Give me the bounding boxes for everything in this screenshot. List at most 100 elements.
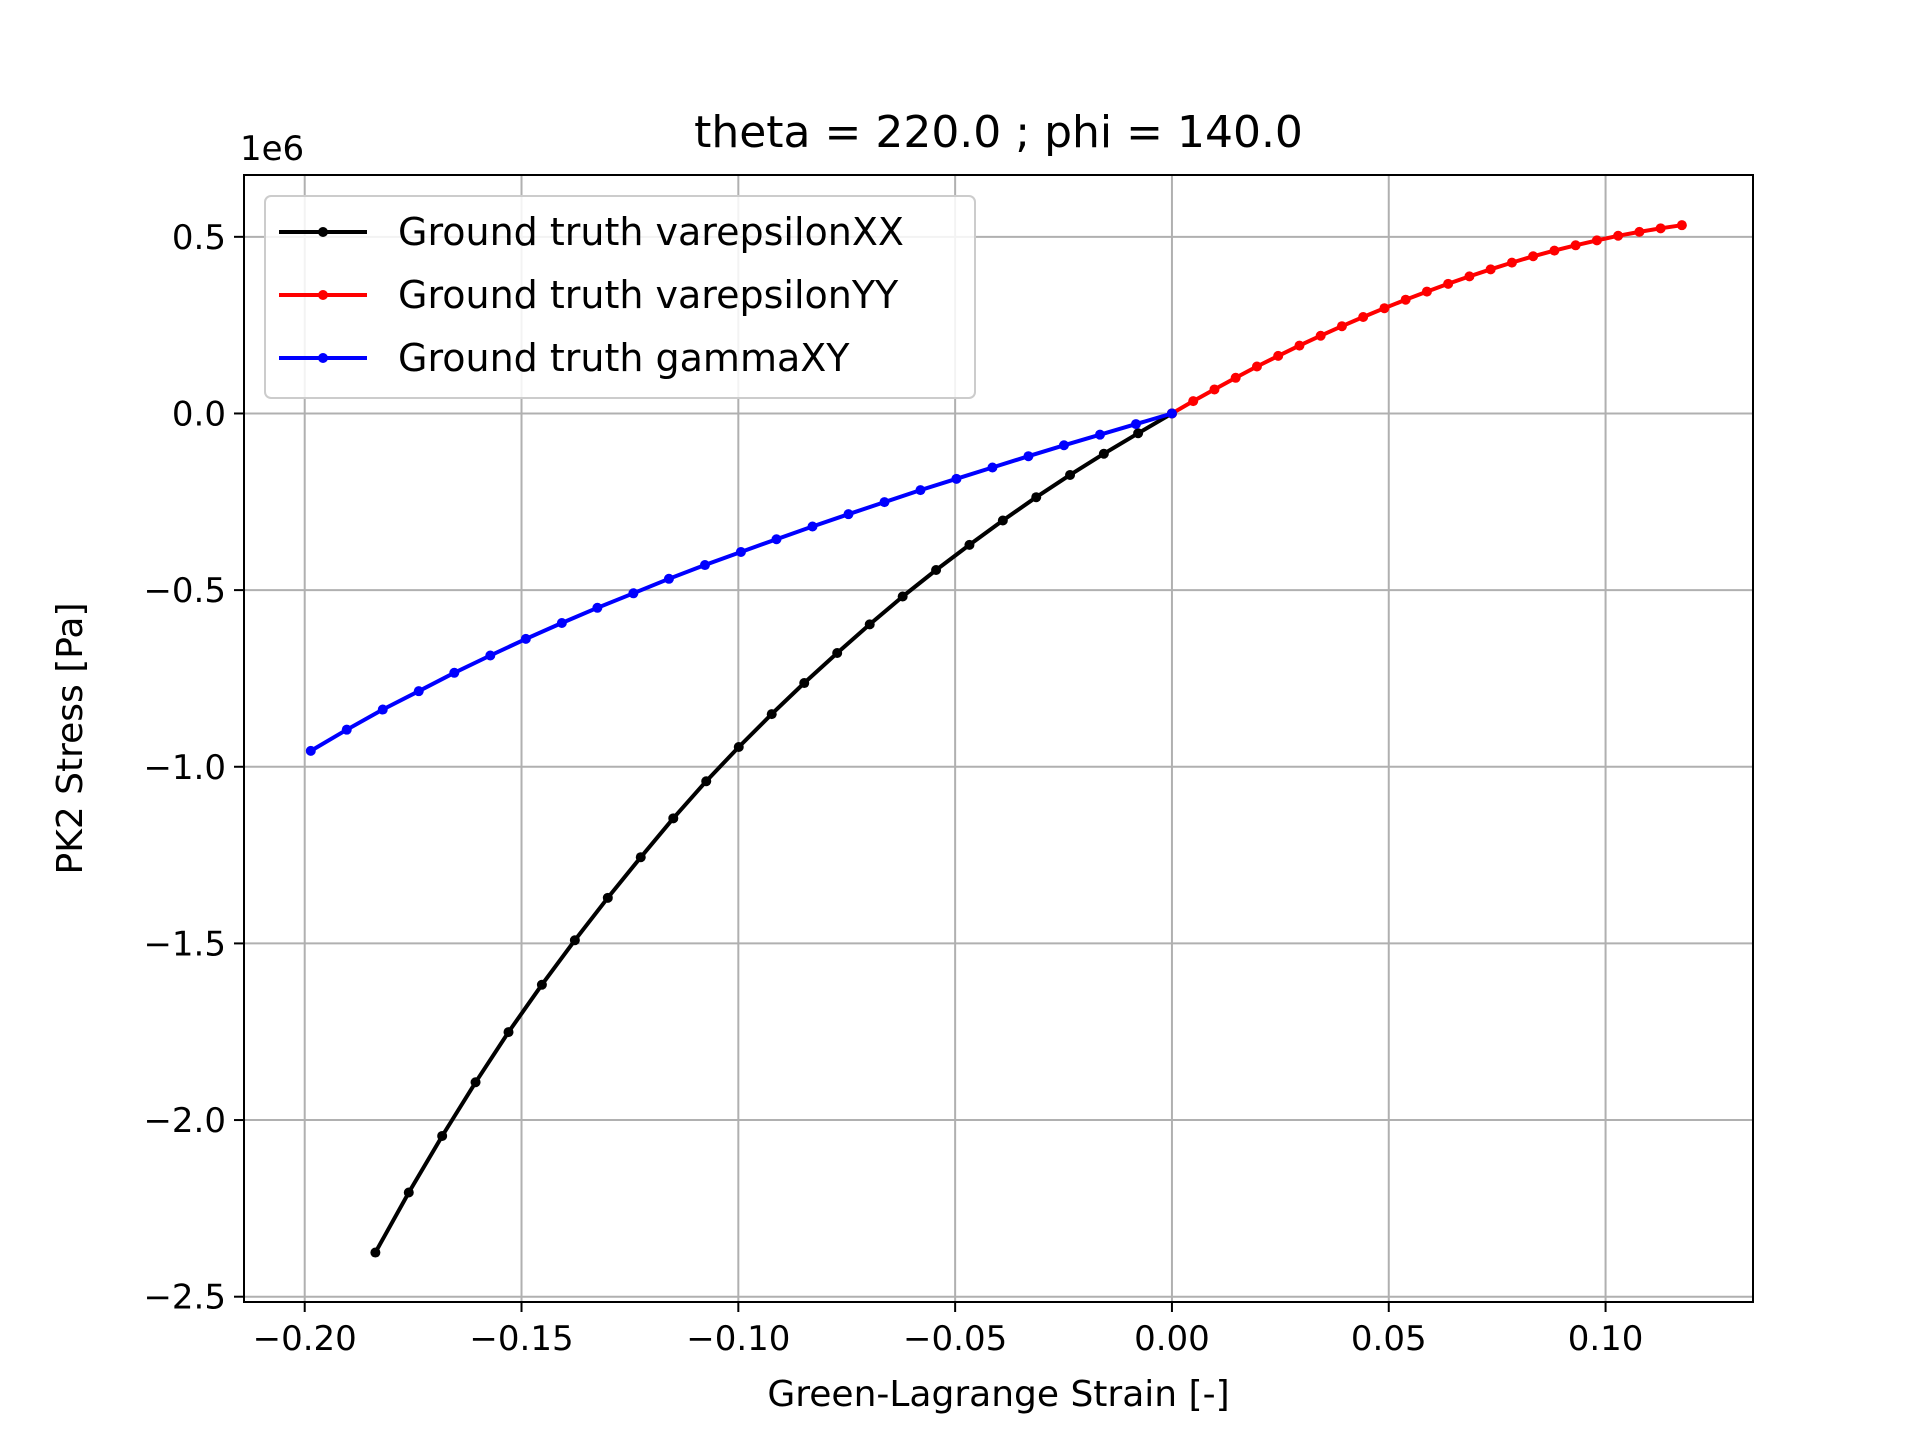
data-point — [1273, 350, 1284, 361]
x-tick-label: 0.10 — [1568, 1319, 1644, 1359]
data-point — [951, 473, 962, 484]
chart-title: theta = 220.0 ; phi = 140.0 — [694, 107, 1303, 158]
data-point — [1591, 235, 1602, 246]
data-point — [1209, 384, 1220, 395]
y-tick-label: 0.0 — [172, 394, 226, 434]
data-point — [592, 602, 603, 613]
y-tick-label: 0.5 — [172, 218, 226, 258]
data-point — [377, 704, 388, 715]
legend-marker — [318, 290, 328, 300]
x-tick-label: −0.05 — [903, 1319, 1007, 1359]
x-tick-label: −0.15 — [469, 1319, 573, 1359]
data-point — [503, 1027, 514, 1038]
data-point — [470, 1077, 481, 1088]
data-point — [668, 813, 679, 824]
data-point — [864, 619, 875, 630]
data-point — [1294, 340, 1305, 351]
data-point — [1098, 448, 1109, 459]
data-point — [1023, 451, 1034, 462]
y-tick-label: −2.0 — [143, 1101, 226, 1141]
y-axis-label: PK2 Stress [Pa] — [50, 603, 91, 875]
data-point — [1230, 372, 1241, 383]
data-point — [413, 686, 424, 697]
data-point — [437, 1130, 448, 1141]
axis-ticks: −0.20 −0.15 −0.10 −0.05 0.00 0.05 0.10 0.5 0.0 −0… — [143, 218, 1643, 1359]
legend-marker — [318, 353, 328, 363]
data-point — [1094, 429, 1105, 440]
data-point — [1130, 419, 1141, 430]
data-point — [556, 617, 567, 628]
y-axis-offset-text: 1e6 — [240, 129, 304, 169]
y-tick-label: −1.5 — [143, 924, 226, 964]
axes-frame — [243, 174, 1754, 1303]
data-point — [1251, 361, 1262, 372]
data-point — [1065, 469, 1076, 480]
x-tick-label: 0.00 — [1134, 1319, 1210, 1359]
y-tick-label: −2.5 — [143, 1278, 226, 1318]
legend: Ground truth varepsilonXX Ground truth va… — [264, 195, 976, 399]
data-point — [832, 648, 843, 659]
data-point — [663, 573, 674, 584]
data-point — [1634, 226, 1645, 237]
data-point — [701, 776, 712, 787]
data-point — [807, 521, 818, 532]
data-point — [1166, 408, 1177, 419]
legend-entry: Ground truth varepsilonXX — [279, 210, 904, 254]
data-point — [449, 667, 460, 678]
data-point — [733, 741, 744, 752]
data-point — [897, 591, 908, 602]
data-point — [1358, 312, 1369, 323]
data-point — [771, 534, 782, 545]
data-point — [1058, 440, 1069, 451]
data-point — [635, 852, 646, 863]
data-point — [1485, 264, 1496, 275]
x-axis-label: Green-Lagrange Strain [-] — [767, 1374, 1229, 1415]
legend-label: Ground truth gammaXY — [398, 336, 850, 380]
data-point — [403, 1187, 414, 1198]
data-point — [485, 650, 496, 661]
data-point — [931, 564, 942, 575]
data-point — [735, 546, 746, 557]
series-lines — [305, 220, 1687, 1258]
x-tick-label: −0.10 — [686, 1319, 790, 1359]
data-point — [1549, 245, 1560, 256]
data-point — [1421, 286, 1432, 297]
data-point — [1379, 303, 1390, 314]
data-point — [370, 1247, 381, 1258]
legend-entry: Ground truth varepsilonYY — [279, 273, 899, 317]
data-point — [1655, 223, 1666, 234]
data-point — [997, 515, 1008, 526]
data-point — [1336, 321, 1347, 332]
data-point — [1464, 271, 1475, 282]
y-tick-label: −0.5 — [143, 571, 226, 611]
legend-box — [264, 195, 976, 399]
series — [1166, 220, 1687, 419]
legend-entry: Ground truth gammaXY — [279, 336, 850, 380]
legend-marker — [318, 227, 328, 237]
series — [370, 408, 1177, 1258]
data-point — [1031, 492, 1042, 503]
data-point — [1315, 330, 1326, 341]
data-point — [964, 539, 975, 550]
data-point — [341, 724, 352, 735]
x-tick-label: 0.05 — [1351, 1319, 1427, 1359]
data-point — [1528, 251, 1539, 262]
data-point — [1133, 428, 1144, 439]
data-point — [602, 892, 613, 903]
data-point — [1188, 396, 1199, 407]
data-point — [628, 588, 639, 599]
x-tick-label: −0.20 — [253, 1319, 357, 1359]
legend-label: Ground truth varepsilonYY — [398, 273, 899, 317]
legend-label: Ground truth varepsilonXX — [398, 210, 904, 254]
data-point — [536, 979, 547, 990]
data-point — [915, 485, 926, 496]
y-tick-label: −1.0 — [143, 748, 226, 788]
series — [305, 408, 1177, 756]
data-point — [1400, 294, 1411, 305]
data-point — [843, 509, 854, 520]
data-point — [305, 745, 316, 756]
data-point — [799, 678, 810, 689]
data-point — [1506, 257, 1517, 268]
data-point — [520, 633, 531, 644]
